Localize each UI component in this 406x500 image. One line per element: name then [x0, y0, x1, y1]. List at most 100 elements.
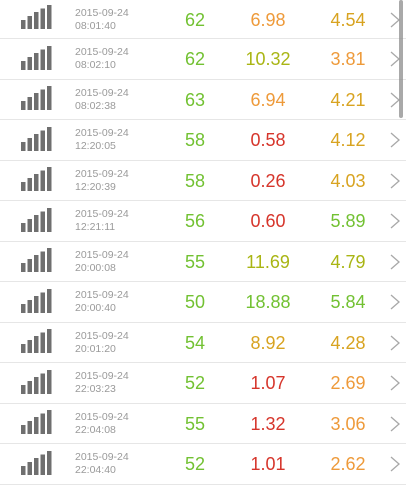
- history-row[interactable]: 2015-09-24 20:00:40 50 18.88 5.84: [0, 282, 406, 323]
- timestamp-date: 2015-09-24: [75, 86, 129, 99]
- value-ping: 55: [184, 251, 206, 272]
- timestamp-date: 2015-09-24: [75, 410, 129, 423]
- timestamp: 2015-09-24 12:20:39: [75, 168, 129, 194]
- signal-strength-icon: [21, 86, 53, 110]
- chevron-right-icon[interactable]: [390, 254, 400, 270]
- timestamp: 2015-09-24 20:00:40: [75, 289, 129, 315]
- signal-strength-icon: [21, 369, 53, 394]
- history-row[interactable]: 2015-09-24 08:02:10 62 10.32 3.81: [0, 39, 406, 80]
- timestamp-date: 2015-09-24: [75, 289, 129, 301]
- timestamp-time: 22:04:40: [75, 464, 116, 476]
- value-download: 6.94: [250, 89, 286, 110]
- timestamp-date: 2015-09-24: [75, 248, 129, 261]
- chevron-right-icon[interactable]: [390, 375, 400, 391]
- value-upload: 4.12: [330, 130, 366, 150]
- value-ping: 62: [184, 10, 206, 30]
- timestamp-date: 2015-09-24: [75, 451, 129, 463]
- chevron-right-icon[interactable]: [390, 173, 400, 189]
- chevron-right-icon[interactable]: [390, 294, 400, 310]
- value-download: 8.92: [250, 332, 286, 353]
- timestamp-time: 22:03:23: [75, 383, 116, 395]
- value-upload: 5.84: [330, 292, 366, 312]
- timestamp: 2015-09-24 12:20:05: [75, 127, 129, 153]
- value-ping: 58: [184, 170, 206, 191]
- timestamp: 2015-09-24 20:01:20: [75, 330, 129, 356]
- value-download: 1.07: [250, 373, 286, 393]
- chevron-right-icon[interactable]: [390, 456, 400, 472]
- timestamp-time: 08:02:10: [75, 59, 116, 71]
- signal-strength-icon: [21, 410, 53, 434]
- history-row[interactable]: 2015-09-24 22:04:08 55 1.32 3.06: [0, 403, 406, 444]
- timestamp-time: 08:01:40: [75, 20, 116, 32]
- value-download: 1.01: [250, 454, 286, 474]
- timestamp-time: 12:20:39: [75, 180, 116, 193]
- value-ping: 55: [184, 413, 206, 434]
- value-upload: 4.21: [330, 89, 366, 110]
- value-upload: 4.03: [330, 170, 366, 191]
- history-row[interactable]: 2015-09-24 22:04:40 52 1.01 2.62: [0, 444, 406, 485]
- history-row[interactable]: 2015-09-24 08:01:40 62 6.98 4.54: [0, 0, 406, 39]
- timestamp-time: 08:02:38: [75, 99, 116, 112]
- value-ping: 50: [184, 292, 206, 312]
- timestamp: 2015-09-24 08:02:10: [75, 46, 129, 72]
- history-row[interactable]: 2015-09-24 22:03:23 52 1.07 2.69: [0, 363, 406, 404]
- chevron-right-icon[interactable]: [390, 335, 400, 351]
- history-row[interactable]: 2015-09-24 12:20:05 58 0.58 4.12: [0, 120, 406, 161]
- chevron-right-icon[interactable]: [390, 213, 400, 229]
- signal-strength-icon: [21, 450, 53, 475]
- value-ping: 58: [184, 130, 206, 150]
- timestamp-date: 2015-09-24: [75, 46, 129, 58]
- value-ping: 56: [184, 211, 206, 231]
- timestamp: 2015-09-24 22:03:23: [75, 370, 129, 396]
- value-download: 1.32: [250, 413, 286, 434]
- timestamp: 2015-09-24 08:01:40: [75, 7, 129, 33]
- timestamp-date: 2015-09-24: [75, 127, 129, 139]
- value-upload: 4.28: [330, 332, 366, 353]
- value-upload: 3.81: [330, 49, 366, 69]
- history-row[interactable]: 2015-09-24 20:00:08 55 11.69 4.79: [0, 241, 406, 282]
- signal-strength-icon: [21, 288, 53, 313]
- timestamp: 2015-09-24 08:02:38: [75, 87, 129, 113]
- value-download: 6.98: [250, 10, 286, 30]
- signal-strength-icon: [21, 167, 53, 191]
- chevron-right-icon[interactable]: [390, 416, 400, 432]
- signal-strength-icon: [21, 126, 53, 151]
- timestamp: 2015-09-24 20:00:08: [75, 249, 129, 275]
- signal-strength-icon: [21, 207, 53, 232]
- timestamp: 2015-09-24 22:04:40: [75, 451, 129, 477]
- timestamp: 2015-09-24 12:21:11: [75, 208, 129, 234]
- timestamp-time: 20:00:08: [75, 261, 116, 274]
- history-row[interactable]: 2015-09-24 12:21:11 56 0.60 5.89: [0, 201, 406, 242]
- value-download: 10.32: [245, 49, 291, 69]
- value-upload: 4.54: [330, 10, 366, 30]
- signal-strength-icon: [21, 5, 53, 29]
- value-upload: 4.79: [330, 251, 366, 272]
- value-upload: 2.69: [330, 373, 366, 393]
- chevron-right-icon[interactable]: [390, 132, 400, 148]
- signal-strength-icon: [21, 45, 53, 70]
- value-ping: 62: [184, 49, 206, 69]
- value-upload: 3.06: [330, 413, 366, 434]
- signal-strength-icon: [21, 248, 53, 272]
- value-download: 0.26: [250, 170, 286, 191]
- timestamp-time: 20:00:40: [75, 302, 116, 314]
- value-upload: 5.89: [330, 211, 366, 231]
- timestamp-time: 12:21:11: [75, 221, 116, 233]
- timestamp-date: 2015-09-24: [75, 7, 129, 19]
- value-download: 11.69: [246, 251, 290, 272]
- value-ping: 63: [184, 89, 206, 110]
- timestamp-date: 2015-09-24: [75, 370, 129, 382]
- value-ping: 54: [184, 332, 206, 353]
- value-ping: 52: [184, 454, 206, 474]
- timestamp-date: 2015-09-24: [75, 329, 129, 342]
- timestamp-date: 2015-09-24: [75, 167, 129, 180]
- scrollbar[interactable]: [399, 0, 403, 118]
- value-download: 18.88: [245, 292, 291, 312]
- timestamp-date: 2015-09-24: [75, 208, 129, 220]
- signal-strength-icon: [21, 329, 53, 353]
- history-row[interactable]: 2015-09-24 20:01:20 54 8.92 4.28: [0, 322, 406, 363]
- timestamp-time: 12:20:05: [75, 140, 116, 152]
- history-row[interactable]: 2015-09-24 08:02:38 63 6.94 4.21: [0, 79, 406, 120]
- history-row[interactable]: 2015-09-24 12:20:39 58 0.26 4.03: [0, 160, 406, 201]
- speed-test-history-list: 2015-09-24 08:01:40 62 6.98 4.54 2015-09…: [0, 0, 406, 485]
